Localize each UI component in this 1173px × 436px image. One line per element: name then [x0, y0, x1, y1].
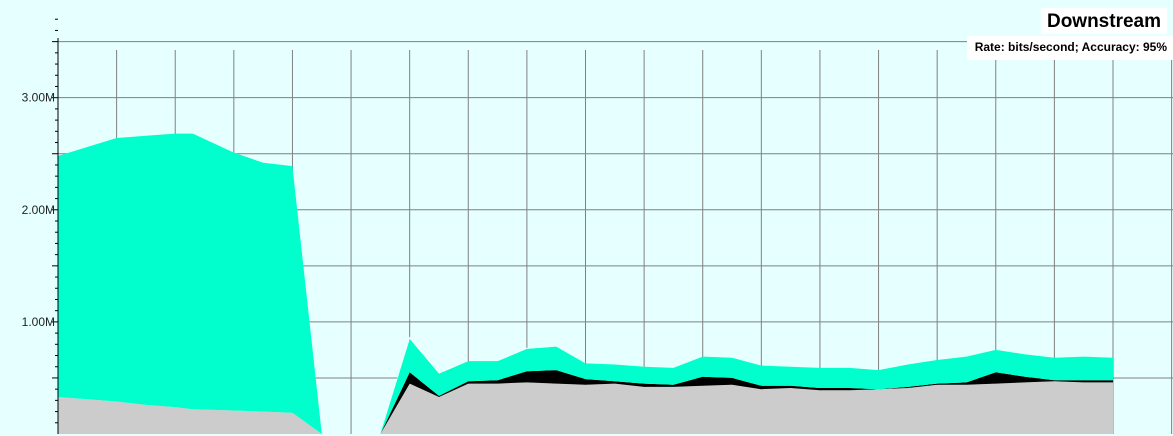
subtitle-box: Rate: bits/second; Accuracy: 95%: [966, 36, 1173, 60]
chart-title: Downstream: [1046, 11, 1161, 32]
y-tick-label: 2.00M: [22, 203, 55, 217]
chart-subtitle: Rate: bits/second; Accuracy: 95%: [974, 40, 1167, 54]
series-area-1: [58, 370, 1113, 434]
y-tick-label: 1.00M: [22, 315, 55, 329]
title-box: Downstream: [1040, 8, 1167, 34]
series-area-2: [58, 133, 1113, 434]
series-area-0: [58, 381, 1113, 434]
y-tick-label: 3.00M: [22, 91, 55, 105]
series-areas: [58, 133, 1113, 434]
y-axis: 1.00M 2.00M 3.00M: [22, 18, 59, 434]
